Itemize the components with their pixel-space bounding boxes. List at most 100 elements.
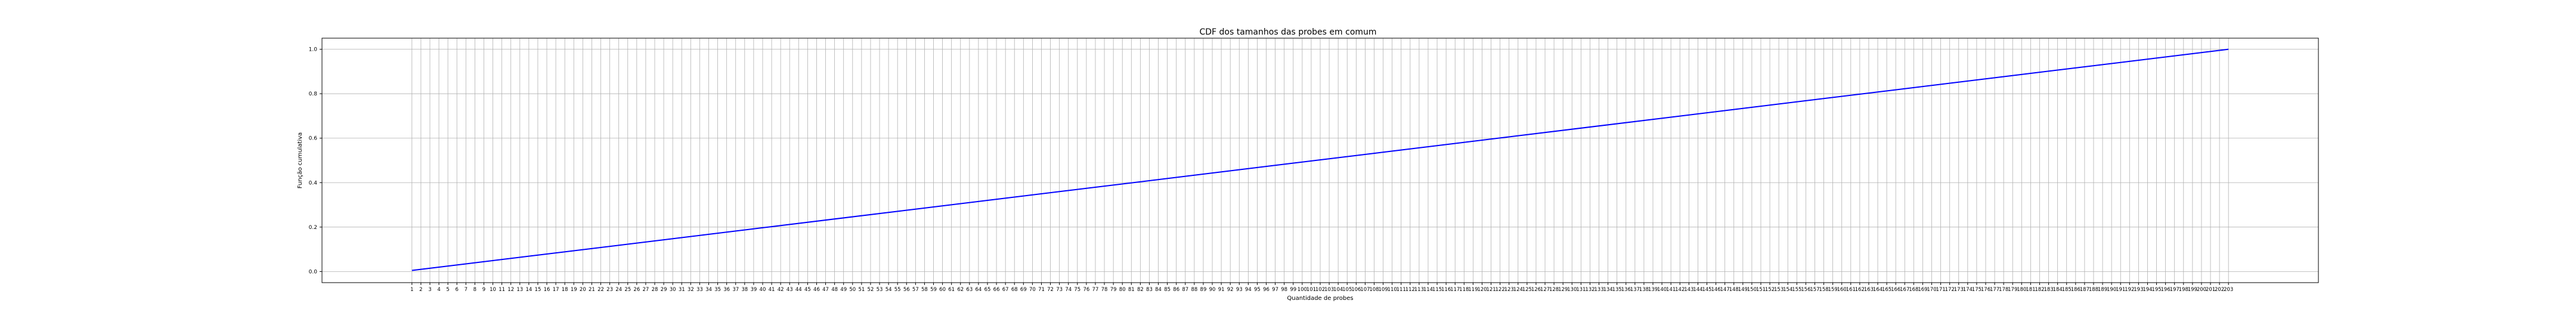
x-tick-label: 201 — [2206, 287, 2215, 293]
x-tick-label: 117 — [1450, 287, 1460, 293]
x-tick-label: 149 — [1738, 287, 1748, 293]
x-tick-label: 182 — [2035, 287, 2044, 293]
x-tick-label: 55 — [894, 287, 901, 293]
x-tick-label: 35 — [714, 287, 721, 293]
x-tick-label: 78 — [1101, 287, 1108, 293]
x-tick-label: 43 — [787, 287, 793, 293]
x-tick-label: 67 — [1002, 287, 1009, 293]
x-tick-label: 76 — [1083, 287, 1089, 293]
x-tick-label: 44 — [795, 287, 802, 293]
x-tick-label: 150 — [1747, 287, 1757, 293]
x-tick-label: 126 — [1531, 287, 1541, 293]
x-tick-label: 122 — [1496, 287, 1505, 293]
x-tick-label: 178 — [1999, 287, 2008, 293]
x-tick-label: 167 — [1900, 287, 1909, 293]
x-tick-label: 156 — [1801, 287, 1810, 293]
y-axis-label: Função cumulativa — [297, 132, 304, 188]
x-tick-label: 116 — [1441, 287, 1451, 293]
x-tick-label: 86 — [1173, 287, 1179, 293]
x-tick-label: 6 — [456, 287, 459, 293]
x-tick-label: 152 — [1765, 287, 1775, 293]
x-tick-label: 158 — [1819, 287, 1828, 293]
x-tick-label: 115 — [1432, 287, 1442, 293]
x-tick-label: 60 — [939, 287, 946, 293]
x-tick-label: 75 — [1074, 287, 1080, 293]
x-tick-label: 140 — [1657, 287, 1667, 293]
x-tick-label: 11 — [499, 287, 505, 293]
x-tick-label: 177 — [1990, 287, 1999, 293]
x-tick-label: 142 — [1675, 287, 1685, 293]
x-tick-label: 146 — [1711, 287, 1720, 293]
x-tick-label: 38 — [741, 287, 748, 293]
x-tick-label: 184 — [2053, 287, 2063, 293]
x-tick-label: 162 — [1855, 287, 1865, 293]
x-tick-label: 10 — [490, 287, 496, 293]
x-tick-label: 96 — [1263, 287, 1270, 293]
x-tick-label: 138 — [1639, 287, 1649, 293]
x-tick-label: 95 — [1254, 287, 1261, 293]
x-tick-label: 105 — [1342, 287, 1352, 293]
x-tick-label: 17 — [553, 287, 559, 293]
x-tick-label: 51 — [858, 287, 865, 293]
x-tick-label: 50 — [849, 287, 856, 293]
x-tick-label: 53 — [877, 287, 883, 293]
y-tick-label: 0.4 — [309, 180, 318, 186]
x-tick-label: 58 — [921, 287, 928, 293]
x-tick-label: 71 — [1038, 287, 1045, 293]
x-tick-label: 157 — [1810, 287, 1819, 293]
x-tick-label: 2 — [419, 287, 422, 293]
x-tick-label: 190 — [2107, 287, 2116, 293]
x-tick-label: 33 — [696, 287, 703, 293]
x-tick-label: 100 — [1298, 287, 1307, 293]
x-tick-label: 187 — [2080, 287, 2089, 293]
y-tick-label: 0.6 — [309, 136, 318, 142]
x-tick-label: 21 — [589, 287, 595, 293]
x-tick-label: 25 — [624, 287, 631, 293]
x-tick-label: 37 — [732, 287, 739, 293]
x-tick-label: 36 — [723, 287, 730, 293]
x-tick-label: 144 — [1693, 287, 1702, 293]
y-tick-label: 1.0 — [309, 47, 318, 53]
x-tick-label: 16 — [544, 287, 550, 293]
x-tick-label: 70 — [1029, 287, 1036, 293]
x-tick-label: 64 — [976, 287, 982, 293]
x-tick-label: 52 — [868, 287, 874, 293]
x-tick-label: 46 — [813, 287, 820, 293]
x-tick-label: 123 — [1504, 287, 1514, 293]
x-tick-label: 168 — [1909, 287, 1918, 293]
x-tick-label: 174 — [1963, 287, 1973, 293]
x-tick-label: 65 — [984, 287, 991, 293]
x-tick-label: 49 — [840, 287, 847, 293]
x-tick-label: 160 — [1837, 287, 1847, 293]
x-tick-label: 169 — [1918, 287, 1927, 293]
x-tick-label: 3 — [428, 287, 431, 293]
x-tick-label: 57 — [912, 287, 919, 293]
x-tick-label: 151 — [1756, 287, 1766, 293]
x-tick-label: 163 — [1864, 287, 1874, 293]
x-tick-label: 181 — [2026, 287, 2035, 293]
x-tick-label: 13 — [516, 287, 523, 293]
x-tick-label: 199 — [2188, 287, 2197, 293]
x-tick-label: 29 — [661, 287, 667, 293]
x-tick-label: 114 — [1423, 287, 1433, 293]
x-tick-label: 153 — [1774, 287, 1784, 293]
x-tick-label: 9 — [482, 287, 485, 293]
x-tick-label: 5 — [446, 287, 449, 293]
cdf-line — [411, 48, 2229, 271]
x-tick-label: 69 — [1020, 287, 1027, 293]
x-tick-label: 48 — [831, 287, 838, 293]
x-tick-label: 171 — [1936, 287, 1945, 293]
x-tick-label: 159 — [1828, 287, 1838, 293]
x-tick-label: 19 — [571, 287, 577, 293]
x-tick-label: 102 — [1315, 287, 1325, 293]
x-tick-label: 15 — [535, 287, 541, 293]
x-tick-label: 81 — [1128, 287, 1135, 293]
x-tick-label: 7 — [465, 287, 467, 293]
x-tick-label: 132 — [1585, 287, 1594, 293]
x-tick-label: 31 — [679, 287, 685, 293]
y-axis-ticks: 0.0 0.2 0.4 0.6 0.8 1.0 — [309, 47, 322, 275]
x-tick-label: 121 — [1486, 287, 1496, 293]
x-tick-label: 41 — [769, 287, 775, 293]
x-tick-label: 28 — [652, 287, 658, 293]
x-tick-label: 93 — [1236, 287, 1243, 293]
